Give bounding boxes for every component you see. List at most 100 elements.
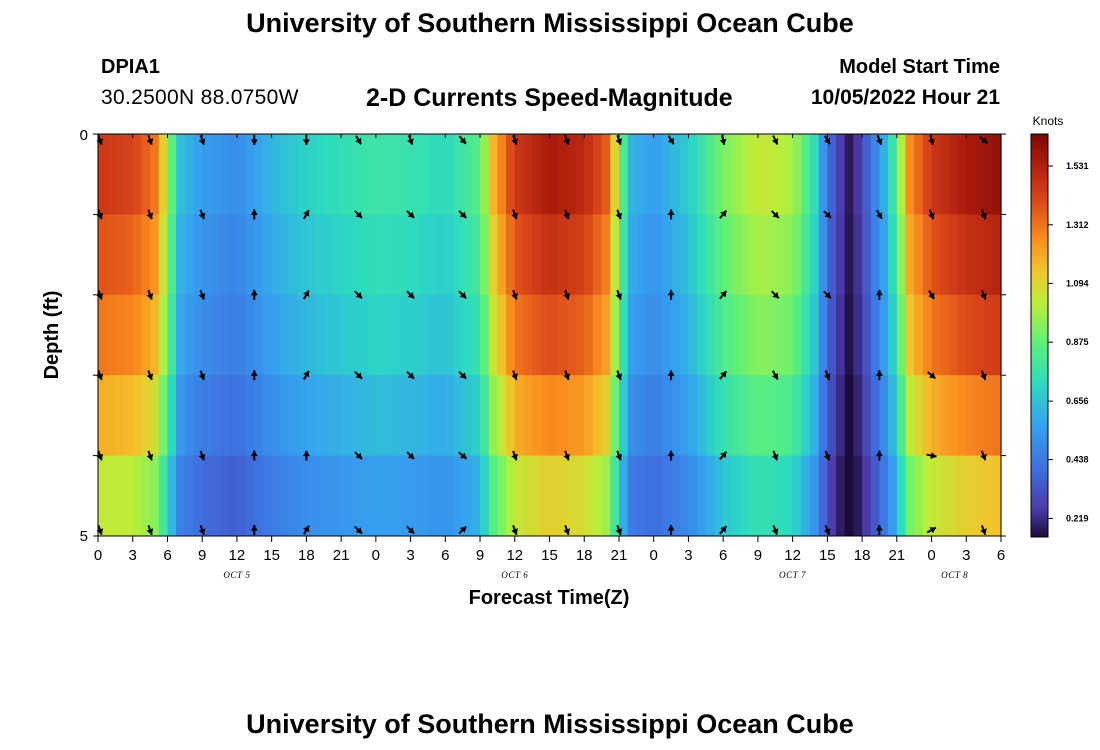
- heatmap-cell: [297, 294, 307, 376]
- current-vector: [876, 134, 883, 146]
- heatmap-cell: [905, 375, 915, 456]
- current-vector: [198, 289, 206, 300]
- heatmap-cell: [905, 134, 915, 215]
- heatmap-cell: [236, 455, 247, 537]
- heatmap-cell: [349, 375, 360, 456]
- heatmap-cell: [836, 214, 846, 296]
- current-vector: [406, 290, 415, 300]
- heatmap-cell: [480, 375, 490, 456]
- heatmap-cell: [992, 294, 1002, 376]
- current-vector: [96, 289, 104, 300]
- heatmap-cell: [193, 375, 203, 456]
- heatmap-cell: [497, 134, 507, 215]
- heatmap-cell: [888, 134, 898, 215]
- heatmap-cell: [523, 294, 533, 376]
- current-vector: [146, 289, 154, 300]
- heatmap-cell: [184, 455, 195, 537]
- chart-title: 2-D Currents Speed-Magnitude: [366, 84, 733, 112]
- heatmap-cell: [766, 294, 776, 376]
- colorbar-unit: Knots: [1033, 114, 1064, 128]
- heatmap-cell: [115, 134, 125, 215]
- heatmap-cell: [618, 214, 629, 296]
- heatmap-cell: [436, 375, 446, 456]
- heatmap-cell: [827, 214, 837, 296]
- current-vector: [146, 209, 154, 220]
- current-vector: [96, 209, 104, 220]
- heatmap-cell: [610, 455, 620, 537]
- heatmap-cell: [896, 134, 907, 215]
- heatmap-cell: [957, 134, 967, 215]
- colorbar-gradient: [1030, 133, 1049, 538]
- heatmap-cell: [948, 375, 959, 456]
- heatmap-cell: [523, 375, 533, 456]
- heatmap-cell: [775, 455, 785, 537]
- current-vector: [615, 524, 623, 536]
- heatmap-cell: [636, 294, 646, 376]
- heatmap-cell: [974, 375, 985, 456]
- heatmap-cell: [714, 294, 724, 376]
- current-vector: [198, 450, 206, 461]
- heatmap-cell: [462, 214, 472, 296]
- heatmap-cell: [931, 134, 941, 215]
- heatmap-cell: [636, 455, 646, 537]
- x-tick-label: 15: [263, 547, 280, 564]
- current-vector: [719, 290, 728, 300]
- heatmap-cell: [280, 375, 290, 456]
- current-vector: [770, 290, 780, 300]
- current-vector: [823, 135, 831, 145]
- heatmap-cell: [983, 294, 993, 376]
- heatmap-cell: [323, 214, 334, 296]
- heatmap-cell: [150, 294, 160, 376]
- heatmap-cell: [367, 375, 377, 456]
- heatmap-cells: [98, 134, 1002, 537]
- heatmap-cell: [297, 134, 307, 215]
- heatmap-cell: [332, 214, 342, 296]
- heatmap-cell: [818, 214, 828, 296]
- heatmap-cell: [427, 455, 438, 537]
- heatmap-cell: [862, 375, 872, 456]
- heatmap-cell: [775, 375, 785, 456]
- heatmap-cell: [809, 214, 820, 296]
- heatmap-cell: [844, 455, 854, 537]
- heatmap-cell: [688, 375, 698, 456]
- heatmap-cell: [862, 455, 872, 537]
- heatmap-cell: [714, 455, 724, 537]
- x-tick-label: 3: [129, 547, 137, 564]
- heatmap-cell: [636, 214, 646, 296]
- heatmap-cell: [514, 375, 525, 456]
- heatmap-cell: [236, 134, 247, 215]
- heatmap-cell: [141, 294, 151, 376]
- heatmap-cell: [653, 294, 663, 376]
- heatmap-cell: [358, 455, 368, 537]
- heatmap-cell: [723, 134, 733, 215]
- heatmap-cell: [401, 455, 412, 537]
- heatmap-cell: [436, 214, 446, 296]
- heatmap-cell: [575, 375, 585, 456]
- current-vector: [980, 524, 987, 536]
- heatmap-cell: [262, 134, 273, 215]
- heatmap-cell: [697, 294, 707, 376]
- colorbar-tick-label: 0.656: [1066, 396, 1089, 406]
- current-vector: [406, 525, 415, 535]
- heatmap-cell: [453, 134, 464, 215]
- heatmap-cell: [827, 455, 837, 537]
- heatmap-cell: [610, 134, 620, 215]
- current-vector: [458, 525, 467, 535]
- heatmap-cell: [462, 134, 472, 215]
- heatmap-cell: [514, 455, 525, 537]
- heatmap-cell: [245, 214, 255, 296]
- heatmap-cell: [401, 375, 412, 456]
- heatmap-cell: [393, 134, 403, 215]
- heatmap-cell: [731, 294, 742, 376]
- heatmap-cell: [488, 294, 498, 376]
- heatmap-cell: [662, 294, 672, 376]
- heatmap-cell: [749, 375, 759, 456]
- current-vector: [667, 450, 675, 461]
- current-vector: [407, 134, 414, 146]
- heatmap-cell: [618, 134, 629, 215]
- x-axis-title: Forecast Time(Z): [469, 587, 630, 609]
- heatmap-cell: [679, 375, 690, 456]
- heatmap-cell: [584, 134, 594, 215]
- heatmap-cell: [141, 214, 151, 296]
- heatmap-cell: [714, 214, 724, 296]
